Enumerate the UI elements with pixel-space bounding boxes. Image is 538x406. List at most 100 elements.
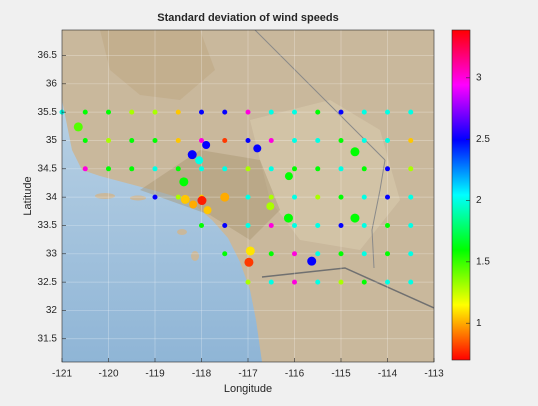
y-tick-label: 32: [46, 305, 58, 316]
point: [408, 251, 414, 257]
point: [175, 194, 181, 200]
colorbar-tick-label: 2.5: [476, 134, 490, 145]
point: [245, 194, 251, 200]
point: [361, 194, 367, 200]
point: [222, 137, 228, 143]
point: [268, 109, 274, 115]
x-tick-label: -119: [145, 369, 165, 380]
point: [82, 137, 88, 143]
point: [175, 166, 181, 172]
point: [245, 137, 251, 143]
y-tick-label: 35.5: [38, 107, 58, 118]
x-tick-label: -118: [192, 369, 212, 380]
point: [106, 166, 111, 172]
point: [338, 222, 344, 228]
point: [152, 166, 158, 172]
point: [385, 166, 390, 172]
point: [129, 166, 135, 172]
point: [266, 202, 275, 211]
point: [152, 194, 158, 200]
point: [197, 196, 207, 206]
point: [315, 109, 321, 115]
point: [220, 192, 230, 202]
point: [292, 279, 297, 285]
point: [408, 137, 414, 143]
point: [385, 279, 390, 285]
point: [315, 137, 321, 143]
point: [244, 257, 254, 267]
point: [408, 109, 414, 115]
point: [245, 166, 251, 172]
colorbar: [451, 29, 471, 361]
point: [222, 251, 228, 257]
point: [315, 194, 321, 200]
point: [315, 251, 321, 257]
point: [152, 109, 158, 115]
point: [175, 137, 181, 143]
point: [292, 194, 297, 200]
y-tick-label: 34.5: [38, 163, 58, 174]
point: [338, 137, 344, 143]
x-axis-label: Longitude: [224, 383, 272, 395]
point: [315, 166, 321, 172]
colorbar-tick-label: 1.5: [476, 256, 490, 267]
points: [59, 109, 414, 285]
point: [338, 166, 344, 172]
point: [361, 137, 367, 143]
point: [361, 166, 367, 172]
point: [315, 279, 321, 285]
point: [350, 213, 360, 223]
point: [268, 194, 274, 200]
point: [408, 222, 414, 228]
point: [175, 109, 181, 115]
point: [361, 279, 367, 285]
point: [222, 109, 228, 115]
point: [338, 109, 344, 115]
point: [199, 222, 204, 228]
point: [385, 222, 390, 228]
point: [385, 137, 390, 143]
point: [253, 144, 262, 153]
point: [82, 166, 88, 172]
point: [338, 251, 344, 257]
point: [284, 172, 293, 181]
point: [199, 166, 204, 172]
point: [199, 137, 204, 143]
x-tick-label: -115: [331, 369, 351, 380]
point: [385, 251, 390, 257]
point: [245, 246, 255, 256]
point: [245, 109, 251, 115]
x-tick-label: -114: [378, 369, 398, 380]
chart-title: Standard deviation of wind speeds: [157, 12, 339, 24]
point: [292, 166, 297, 172]
point: [350, 147, 360, 157]
point: [385, 109, 390, 115]
point: [152, 137, 158, 143]
point: [245, 222, 251, 228]
point: [73, 122, 83, 132]
point: [106, 137, 111, 143]
point: [106, 109, 111, 115]
point: [268, 166, 274, 172]
point: [222, 166, 228, 172]
point: [129, 137, 135, 143]
point: [361, 251, 367, 257]
point: [361, 109, 367, 115]
point: [203, 206, 212, 215]
x-tick-label: -116: [285, 369, 305, 380]
point: [292, 251, 297, 257]
point: [82, 109, 88, 115]
x-tick-label: -117: [238, 369, 258, 380]
point: [338, 194, 344, 200]
point: [268, 222, 274, 228]
point: [202, 141, 211, 150]
point: [361, 222, 367, 228]
point: [268, 137, 274, 143]
point: [180, 194, 190, 204]
x-tick-label: -121: [52, 369, 72, 380]
point: [292, 222, 297, 228]
point: [307, 256, 317, 266]
colorbar-tick-label: 3: [476, 72, 482, 83]
y-tick-label: 35: [46, 135, 58, 146]
